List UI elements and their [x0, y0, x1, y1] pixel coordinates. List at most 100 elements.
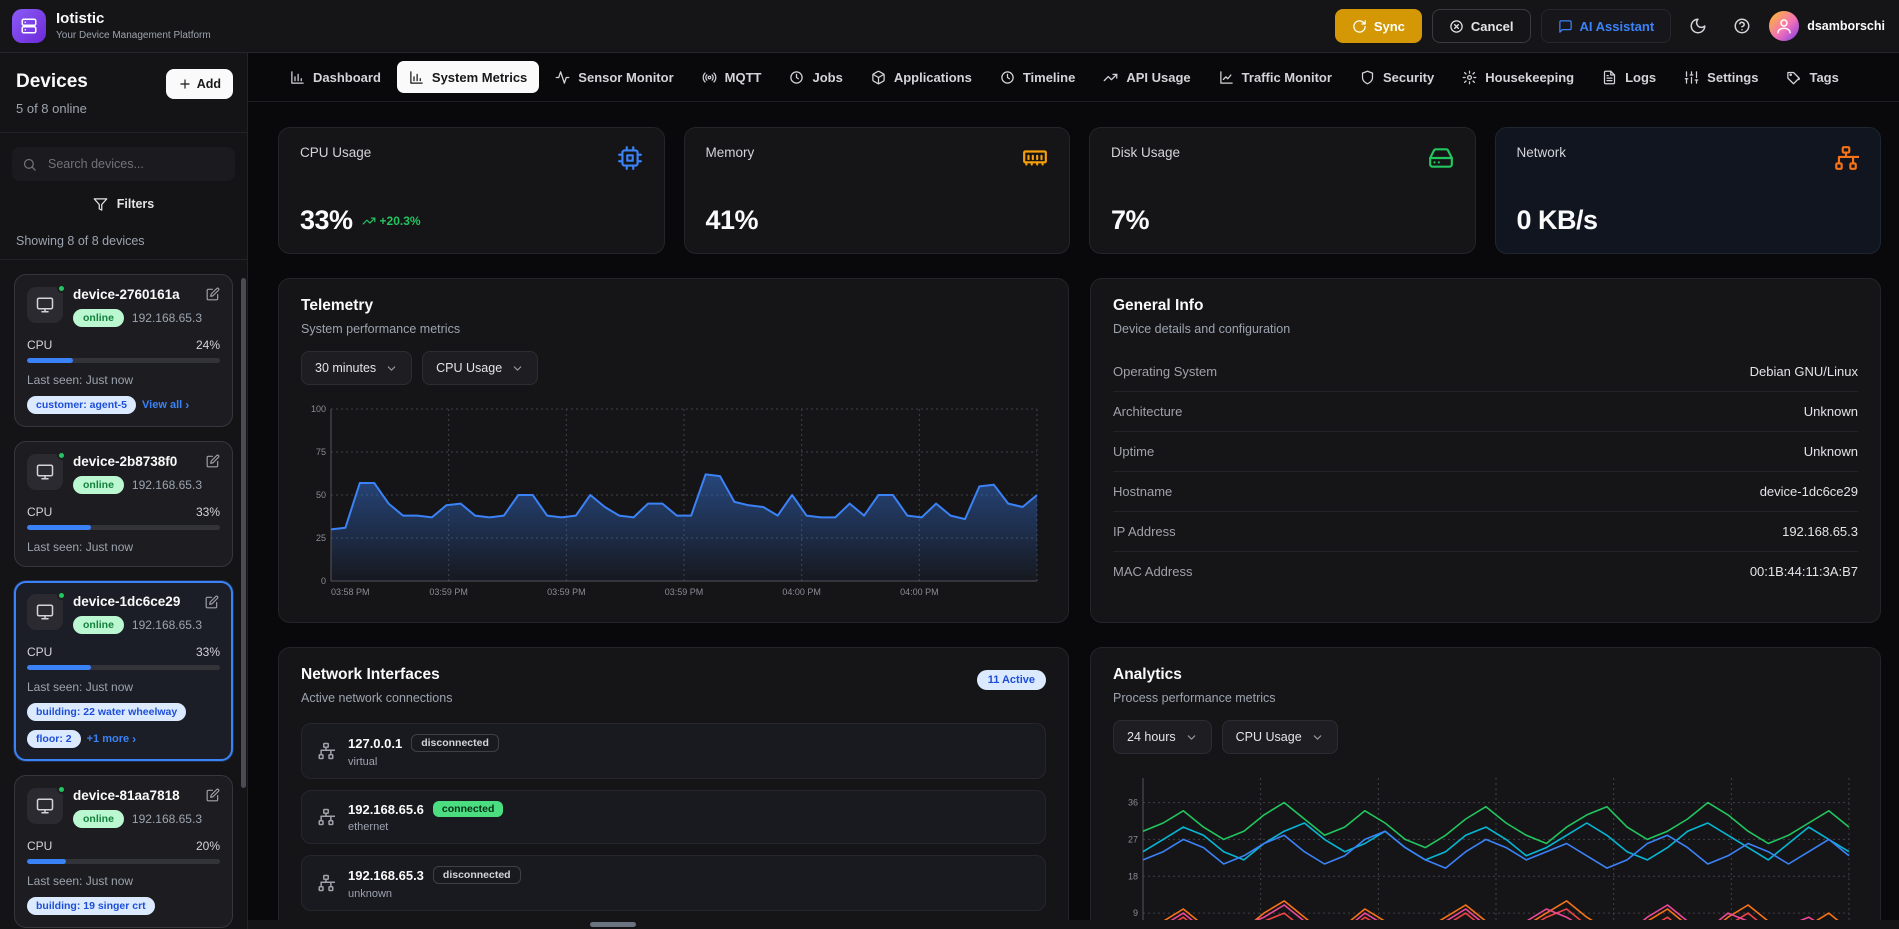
- horizontal-scrollbar-thumb[interactable]: [590, 922, 636, 927]
- interface-row[interactable]: 192.168.65.3disconnected unknown: [301, 855, 1046, 911]
- refresh-icon: [1352, 19, 1367, 34]
- ai-assistant-button[interactable]: AI Assistant: [1541, 9, 1672, 43]
- general-info-panel: General Info Device details and configur…: [1090, 278, 1881, 623]
- svg-text:03:59 PM: 03:59 PM: [429, 587, 468, 597]
- device-ip: 192.168.65.3: [132, 478, 202, 492]
- tab-settings[interactable]: Settings: [1672, 61, 1770, 93]
- avatar: [1769, 11, 1799, 41]
- bar-chart-icon: [409, 70, 424, 85]
- edit-device-button[interactable]: [206, 788, 220, 805]
- showing-count: Showing 8 of 8 devices: [0, 225, 247, 260]
- svg-text:04:00 PM: 04:00 PM: [900, 587, 939, 597]
- info-row: Hostnamedevice-1dc6ce29: [1113, 472, 1858, 512]
- svg-text:03:58 PM: 03:58 PM: [331, 587, 370, 597]
- stat-label: Network: [1517, 145, 1567, 160]
- tab-housekeeping[interactable]: Housekeeping: [1450, 61, 1586, 93]
- help-button[interactable]: [1725, 9, 1759, 43]
- panel-title: Analytics: [1113, 666, 1858, 684]
- tab-timeline[interactable]: Timeline: [988, 61, 1088, 93]
- edit-icon: [205, 595, 219, 609]
- monitor-icon: [36, 797, 54, 815]
- device-card[interactable]: device-2760161a online 192.168.65.3 CPU2…: [14, 274, 233, 427]
- tab-applications[interactable]: Applications: [859, 61, 984, 93]
- device-card-selected[interactable]: device-1dc6ce29 online 192.168.65.3 CPU3…: [14, 581, 233, 761]
- info-row: UptimeUnknown: [1113, 432, 1858, 472]
- cpu-value: 33%: [196, 505, 220, 519]
- bar-chart-icon: [290, 70, 305, 85]
- horizontal-scrollbar[interactable]: [248, 920, 1899, 929]
- online-dot: [57, 451, 66, 460]
- device-list: device-2760161a online 192.168.65.3 CPU2…: [0, 260, 247, 929]
- stat-value: 33%: [300, 205, 353, 236]
- monitor-icon: [36, 296, 54, 314]
- device-status-badge: online: [73, 309, 124, 327]
- add-device-button[interactable]: Add: [166, 69, 233, 99]
- app-root: Iotistic Your Device Management Platform…: [0, 0, 1899, 929]
- network-icon: [317, 808, 335, 826]
- tab-tags[interactable]: Tags: [1774, 61, 1850, 93]
- file-text-icon: [1602, 70, 1617, 85]
- tab-system-metrics[interactable]: System Metrics: [397, 61, 539, 93]
- shield-icon: [1360, 70, 1375, 85]
- tab-jobs[interactable]: Jobs: [777, 61, 854, 93]
- cpu-progress-track: [27, 859, 220, 864]
- filters-button[interactable]: Filters: [12, 189, 235, 219]
- interface-ip: 192.168.65.3: [348, 868, 424, 883]
- device-card[interactable]: device-81aa7818 online 192.168.65.3 CPU2…: [14, 775, 233, 928]
- tag-icon: [1786, 70, 1801, 85]
- search-input[interactable]: [46, 156, 225, 172]
- view-all-link[interactable]: View all›: [142, 399, 189, 411]
- cpu-value: 20%: [196, 839, 220, 853]
- device-tag[interactable]: building: 19 singer crt: [27, 897, 155, 915]
- sync-button[interactable]: Sync: [1335, 9, 1422, 43]
- device-tag[interactable]: building: 22 water wheelway: [27, 703, 186, 721]
- tab-traffic-monitor[interactable]: Traffic Monitor: [1207, 61, 1344, 93]
- tab-api-usage[interactable]: API Usage: [1091, 61, 1202, 93]
- tab-mqtt[interactable]: MQTT: [690, 61, 774, 93]
- cpu-progress-track: [27, 358, 220, 363]
- tab-sensor-monitor[interactable]: Sensor Monitor: [543, 61, 685, 93]
- person-icon: [1775, 17, 1793, 35]
- cpu-progress-fill: [27, 525, 91, 530]
- svg-text:03:59 PM: 03:59 PM: [665, 587, 704, 597]
- filters-label: Filters: [117, 197, 155, 211]
- svg-text:25: 25: [316, 533, 326, 543]
- last-seen: Last seen: Just now: [27, 680, 220, 694]
- metric-dropdown[interactable]: CPU Usage: [1222, 720, 1338, 754]
- help-circle-icon: [1733, 17, 1751, 35]
- time-range-dropdown[interactable]: 30 minutes: [301, 351, 412, 385]
- device-search[interactable]: [12, 147, 235, 181]
- edit-device-button[interactable]: [205, 595, 219, 612]
- cpu-progress-fill: [27, 665, 91, 670]
- tab-logs[interactable]: Logs: [1590, 61, 1668, 93]
- device-tag[interactable]: customer: agent-5: [27, 396, 136, 414]
- device-monitor-icon: [27, 788, 63, 824]
- svg-text:100: 100: [311, 404, 326, 414]
- interface-row[interactable]: 192.168.65.6connected ethernet: [301, 790, 1046, 844]
- edit-device-button[interactable]: [206, 287, 220, 304]
- edit-device-button[interactable]: [206, 454, 220, 471]
- app-name: Iotistic: [56, 11, 211, 28]
- memory-icon: [1022, 145, 1048, 171]
- network-icon: [317, 742, 335, 760]
- edit-icon: [206, 454, 220, 468]
- time-range-dropdown[interactable]: 24 hours: [1113, 720, 1212, 754]
- interface-type: ethernet: [348, 821, 503, 833]
- top-bar-actions: Sync Cancel AI Assistant dsamborschi: [1335, 9, 1885, 43]
- cpu-label: CPU: [27, 645, 52, 659]
- stat-label: Memory: [706, 145, 755, 160]
- device-tag[interactable]: floor: 2: [27, 730, 81, 748]
- tab-security[interactable]: Security: [1348, 61, 1446, 93]
- monitor-icon: [36, 463, 54, 481]
- more-tags-link[interactable]: +1 more›: [87, 733, 137, 745]
- theme-toggle-button[interactable]: [1681, 9, 1715, 43]
- device-card[interactable]: device-2b8738f0 online 192.168.65.3 CPU3…: [14, 441, 233, 567]
- metric-dropdown[interactable]: CPU Usage: [422, 351, 538, 385]
- tab-dashboard[interactable]: Dashboard: [278, 61, 393, 93]
- sidebar-scrollbar-thumb[interactable]: [241, 278, 246, 788]
- device-monitor-icon: [27, 594, 63, 630]
- user-menu[interactable]: dsamborschi: [1769, 11, 1885, 41]
- interface-row[interactable]: 127.0.0.1disconnected virtual: [301, 723, 1046, 779]
- interface-ip: 127.0.0.1: [348, 736, 402, 751]
- cancel-button[interactable]: Cancel: [1432, 9, 1531, 43]
